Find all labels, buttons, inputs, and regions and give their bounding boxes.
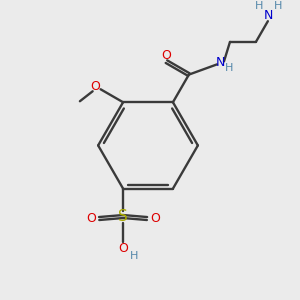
Text: O: O bbox=[86, 212, 96, 225]
Text: O: O bbox=[118, 242, 128, 255]
Text: O: O bbox=[150, 212, 160, 225]
Text: H: H bbox=[225, 63, 233, 74]
Text: S: S bbox=[118, 209, 128, 224]
Text: H: H bbox=[130, 251, 138, 261]
Text: O: O bbox=[91, 80, 100, 93]
Text: N: N bbox=[215, 56, 225, 69]
Text: H: H bbox=[255, 1, 263, 11]
Text: H: H bbox=[274, 1, 282, 11]
Text: N: N bbox=[264, 9, 274, 22]
Text: O: O bbox=[161, 49, 171, 62]
